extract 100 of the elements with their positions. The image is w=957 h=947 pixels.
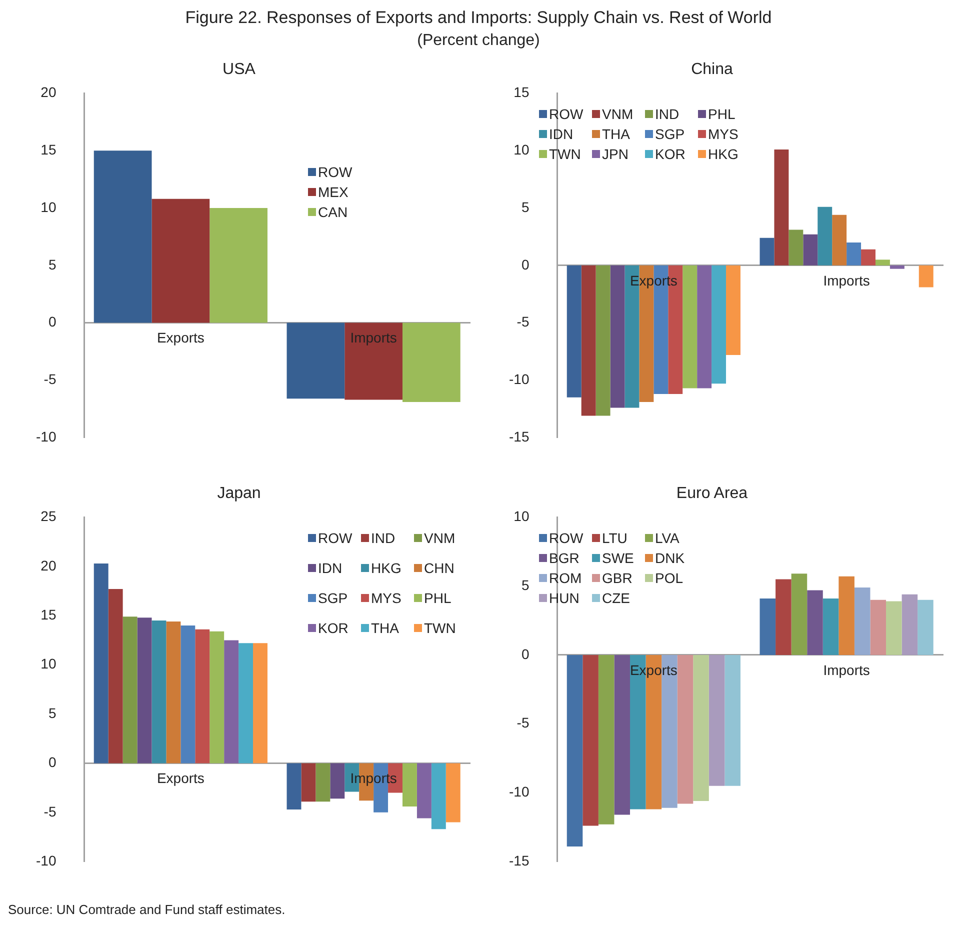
bar <box>726 265 740 355</box>
y-tick-label: -15 <box>509 852 530 868</box>
legend-label: CZE <box>602 590 630 606</box>
y-tick-label: 0 <box>48 314 56 330</box>
legend-label: KOR <box>318 620 348 636</box>
bar <box>870 600 886 655</box>
bar <box>210 208 268 323</box>
bar <box>286 763 302 810</box>
legend-label: ROW <box>318 530 352 546</box>
y-tick-label: -5 <box>516 714 530 731</box>
y-tick-label: 5 <box>521 198 530 215</box>
legend-label: MYS <box>371 590 402 606</box>
chart-title: Euro Area <box>676 485 748 502</box>
y-tick-label: 10 <box>40 198 56 215</box>
bar <box>807 590 823 655</box>
legend-label: DNK <box>655 550 685 566</box>
chart-title: Japan <box>217 485 261 502</box>
y-tick-label: -5 <box>44 803 56 820</box>
bar <box>682 265 698 388</box>
y-tick-label: -10 <box>509 371 530 388</box>
bar <box>152 198 210 323</box>
y-tick-label: 20 <box>40 557 56 574</box>
legend-label: ROW <box>549 530 584 546</box>
bar <box>330 763 345 799</box>
legend-label: THA <box>371 620 399 636</box>
bar <box>918 600 934 655</box>
y-tick-label: 0 <box>521 646 530 662</box>
bar <box>822 598 839 655</box>
x-tick-label: Exports <box>156 770 204 786</box>
bar <box>301 763 316 802</box>
y-tick-label: 15 <box>40 141 56 158</box>
legend-label: HKG <box>708 146 738 162</box>
bar <box>677 654 694 804</box>
bar <box>581 265 596 416</box>
y-tick-label: 15 <box>514 84 530 100</box>
x-tick-label: Exports <box>630 662 678 678</box>
legend-label: HUN <box>549 590 580 606</box>
bar <box>774 149 789 266</box>
y-tick-label: 15 <box>40 606 56 622</box>
bar <box>210 631 224 764</box>
y-tick-label: 0 <box>521 256 530 272</box>
legend-label: MYS <box>708 126 738 142</box>
bar <box>253 643 268 764</box>
bar <box>137 618 152 764</box>
legend-label: LTU <box>602 530 628 546</box>
bar <box>286 322 345 399</box>
legend-label: CAN <box>318 204 348 220</box>
bar <box>791 574 808 655</box>
bar <box>776 579 792 655</box>
bar <box>238 643 254 764</box>
y-tick-label: 20 <box>40 84 56 100</box>
bar <box>316 763 330 802</box>
y-tick-label: 0 <box>48 754 56 770</box>
x-tick-label: Exports <box>156 330 204 346</box>
x-tick-label: Imports <box>823 662 870 678</box>
bar <box>180 625 196 764</box>
bar <box>818 206 832 266</box>
bar <box>697 265 712 388</box>
legend-label: ROW <box>318 164 352 180</box>
bar <box>854 587 870 655</box>
bar <box>416 763 432 818</box>
bar <box>195 629 210 764</box>
bar <box>803 234 818 266</box>
bar <box>610 265 625 408</box>
text: (Percent change) <box>416 32 541 50</box>
legend-label: VNM <box>602 106 634 122</box>
bar <box>446 763 460 822</box>
bar <box>708 654 725 786</box>
bar <box>890 265 904 269</box>
y-tick-label: -15 <box>509 428 530 444</box>
legend-label: PHL <box>708 106 736 122</box>
bar <box>614 654 630 815</box>
bar <box>596 265 610 416</box>
legend-label: JPN <box>602 146 628 162</box>
bar <box>598 654 614 824</box>
bar <box>402 763 417 806</box>
legend-label: THA <box>602 126 630 142</box>
y-tick-label: -10 <box>36 428 56 444</box>
legend-label: TWN <box>424 620 456 636</box>
chart-title: China <box>691 61 733 78</box>
bar <box>832 214 847 266</box>
legend-label: HKG <box>371 560 402 576</box>
bar <box>838 576 854 655</box>
bar <box>166 622 181 764</box>
bar <box>693 654 709 801</box>
bar <box>886 601 902 655</box>
x-tick-label: Imports <box>823 272 870 288</box>
source-note: Source: UN Comtrade and Fund staff estimates. <box>8 902 286 917</box>
text: Figure 22. Responses of Exports and Imports: Supply Chain vs. Rest of World <box>184 8 773 28</box>
y-tick-label: 10 <box>514 141 530 158</box>
y-tick-label: -10 <box>36 852 56 868</box>
chart-title: USA <box>222 61 256 78</box>
legend-label: VNM <box>424 530 456 546</box>
bar <box>431 763 446 830</box>
bar <box>122 616 138 764</box>
legend-label: MEX <box>318 184 348 200</box>
y-tick-label: -5 <box>44 371 56 388</box>
bar <box>566 265 582 398</box>
legend-label: ROW <box>549 106 584 122</box>
legend-label: PHL <box>424 590 452 606</box>
